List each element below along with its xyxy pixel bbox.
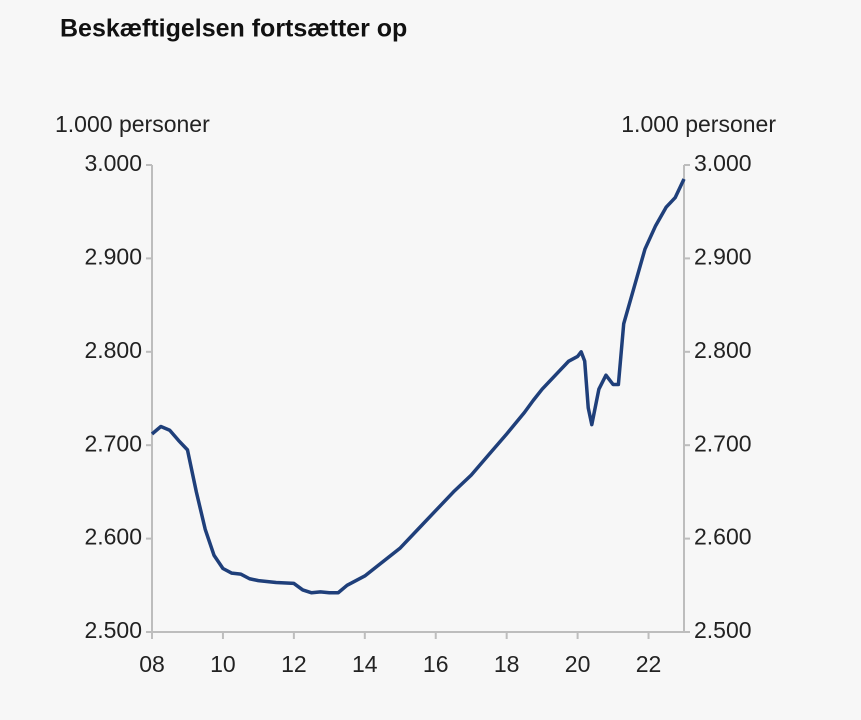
y2-tick-label: 3.000 [694, 150, 752, 176]
x-tick-label: 08 [139, 651, 165, 677]
y-axis-label: 1.000 personer [55, 111, 210, 137]
x-tick-label: 18 [494, 651, 520, 677]
x-tick-label: 12 [281, 651, 307, 677]
y-tick-label: 2.700 [84, 430, 142, 456]
y-tick-label: 2.500 [84, 617, 142, 643]
x-tick-label: 14 [352, 651, 378, 677]
y2-tick-label: 2.500 [694, 617, 752, 643]
y-tick-label: 2.600 [84, 524, 142, 550]
y2-tick-label: 2.900 [694, 243, 752, 269]
y-tick-label: 3.000 [84, 150, 142, 176]
y-tick-label: 2.900 [84, 243, 142, 269]
y2-tick-label: 2.700 [694, 430, 752, 456]
y2-tick-label: 2.800 [694, 337, 752, 363]
y2-axis-label: 1.000 personer [621, 111, 776, 137]
chart-title: Beskæftigelsen fortsætter op [60, 15, 407, 43]
x-tick-label: 20 [565, 651, 591, 677]
line [150, 178, 686, 595]
x-tick-label: 16 [423, 651, 449, 677]
y-tick-label: 2.800 [84, 337, 142, 363]
x-tick-label: 10 [210, 651, 236, 677]
y2-tick-label: 2.600 [694, 524, 752, 550]
x-tick-label: 22 [636, 651, 662, 677]
